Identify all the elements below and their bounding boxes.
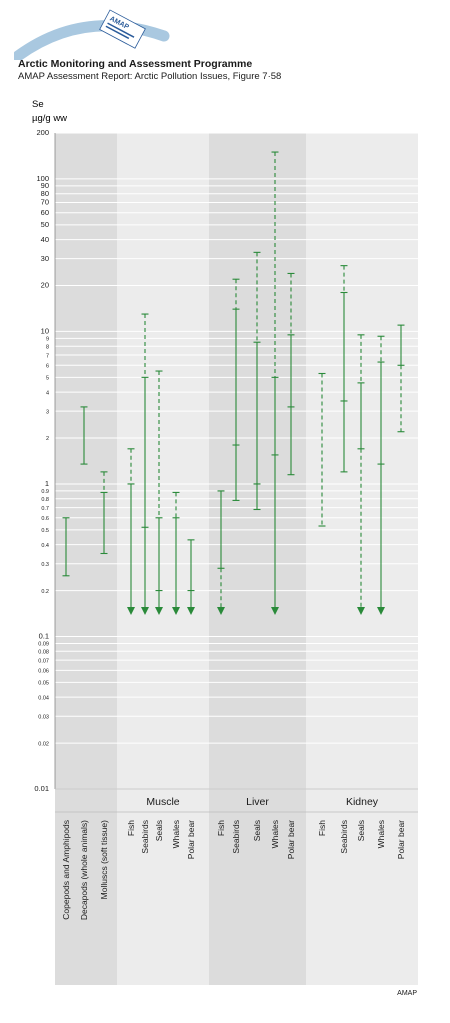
y-tick-label: 0.06 (38, 669, 49, 675)
report-subtitle: AMAP Assessment Report: Arctic Pollution… (18, 71, 282, 82)
y-tick-label: 9 (46, 337, 49, 343)
y-tick-label: 200 (36, 128, 49, 137)
y-tick-label: 100 (36, 174, 49, 183)
category-label: Whales (171, 820, 181, 848)
y-tick-label: 0.05 (38, 681, 49, 687)
category-label: Fish (126, 820, 136, 836)
y-tick-label: 0.02 (38, 741, 49, 747)
series-muscle-seabirds (141, 313, 149, 615)
y-tick-label: 0.4 (41, 543, 49, 549)
y-axis-label-unit: µg/g ww (32, 113, 67, 124)
category-label: Fish (216, 820, 226, 836)
series-muscle-whales (172, 491, 180, 615)
series-muscle-fish (127, 448, 135, 615)
category-label: Polar bear (186, 820, 196, 859)
logo-badge (99, 9, 146, 49)
category-label: Molluscs (soft tissue) (99, 820, 109, 900)
y-tick-label: 60 (41, 208, 49, 217)
series-muscle-polar-bear (187, 539, 195, 615)
y-tick-label: 0.2 (41, 589, 49, 595)
category-label: Seabirds (339, 820, 349, 854)
y-tick-label: 70 (41, 198, 49, 207)
series-liver-seabirds (232, 278, 240, 501)
footer-credit: AMAP (397, 990, 417, 997)
series-molluscs-soft-tissue (100, 471, 108, 555)
y-tick-label: 6 (46, 363, 49, 369)
category-label: Seals (252, 820, 262, 841)
series-kidney-fish (318, 372, 326, 527)
category-label: Polar bear (396, 820, 406, 859)
y-tick-label: 0.08 (38, 649, 49, 655)
group-label-kidney: Kidney (346, 796, 379, 808)
series-kidney-seabirds (340, 265, 348, 473)
category-label: Copepods and Amphipods (61, 820, 71, 920)
category-label: Whales (376, 820, 386, 848)
series-muscle-seals (155, 370, 163, 615)
y-tick-label: 0.1 (39, 632, 49, 641)
report-title: Arctic Monitoring and Assessment Program… (18, 58, 253, 70)
y-tick-label: 0.9 (41, 489, 49, 495)
y-tick-label: 7 (46, 353, 49, 359)
y-tick-label: 0.09 (38, 642, 49, 648)
series-kidney-seals (357, 334, 365, 615)
y-tick-label: 50 (41, 220, 49, 229)
y-tick-label: 1 (45, 479, 49, 488)
y-tick-label: 0.8 (41, 497, 49, 503)
y-tick-label: 0.01 (34, 784, 49, 793)
series-liver-whales (271, 151, 279, 615)
category-label: Decapods (whole animals) (79, 820, 89, 920)
panel-kidney (306, 133, 418, 985)
logo-arc (14, 20, 170, 60)
group-label-liver: Liver (246, 796, 269, 808)
y-tick-label: 0.03 (38, 714, 49, 720)
group-label-muscle: Muscle (146, 796, 179, 808)
series-kidney-polar-bear (397, 324, 405, 433)
category-label: Seals (356, 820, 366, 841)
series-liver-polar-bear (287, 272, 295, 476)
category-label: Whales (270, 820, 280, 848)
panel-muscle (117, 133, 209, 985)
y-tick-label: 10 (41, 327, 49, 336)
y-tick-label: 80 (41, 189, 49, 198)
category-label: Seabirds (231, 820, 241, 854)
y-tick-label: 20 (41, 281, 49, 290)
y-tick-label: 0.07 (38, 658, 49, 664)
y-tick-label: 0.3 (41, 562, 49, 568)
y-tick-label: 40 (41, 235, 49, 244)
category-label: Fish (317, 820, 327, 836)
series-liver-fish (217, 490, 225, 615)
category-label: Polar bear (286, 820, 296, 859)
y-tick-label: 8 (46, 344, 49, 350)
y-tick-label: 5 (46, 376, 49, 382)
series-copepods-and-amphipods (62, 517, 70, 577)
amap-logo: AMAP (14, 9, 170, 60)
y-tick-label: 0.5 (41, 528, 49, 534)
series-kidney-whales (377, 335, 385, 615)
category-label: Seabirds (140, 820, 150, 854)
y-tick-label: 4 (46, 390, 49, 396)
series-decapods-whole-animals (80, 406, 88, 465)
y-tick-label: 90 (41, 181, 49, 190)
series-liver-seals (253, 251, 261, 511)
category-label: Seals (154, 820, 164, 841)
y-tick-label: 2 (46, 436, 49, 442)
y-tick-label: 0.04 (38, 695, 49, 701)
y-axis-label-element: Se (32, 99, 44, 110)
y-tick-label: 0.7 (41, 506, 49, 512)
y-tick-label: 3 (46, 409, 49, 415)
y-tick-label: 0.6 (41, 516, 49, 522)
y-tick-label: 30 (41, 254, 49, 263)
panel-invertebrates (55, 133, 117, 985)
